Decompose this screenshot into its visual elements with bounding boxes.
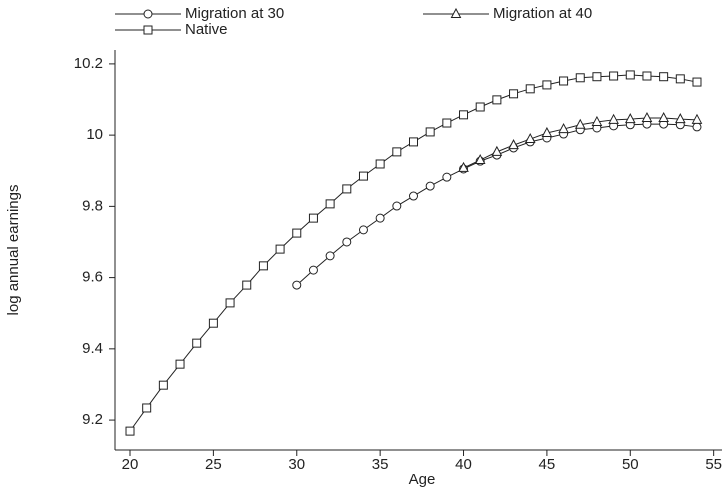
data-point — [458, 161, 469, 172]
data-point — [624, 113, 636, 124]
data-point — [275, 244, 285, 254]
x-tick-label: 25 — [205, 456, 222, 473]
x-tick-label: 40 — [455, 456, 472, 473]
data-point — [508, 139, 519, 150]
y-axis-title: log annual earnings — [5, 185, 22, 316]
data-point — [642, 71, 652, 81]
data-point — [258, 261, 268, 271]
data-point — [542, 80, 552, 90]
data-point — [592, 72, 602, 82]
data-point — [408, 137, 418, 147]
data-point — [425, 181, 435, 191]
data-point — [208, 318, 218, 328]
data-point — [325, 251, 335, 261]
data-point — [658, 111, 669, 123]
x-tick-label: 20 — [122, 456, 139, 473]
data-point — [292, 228, 302, 238]
data-point — [625, 70, 635, 80]
data-point — [559, 76, 569, 86]
data-point — [308, 265, 318, 275]
data-point — [358, 171, 368, 181]
y-tick-label: 9.4 — [82, 340, 103, 357]
y-tick-label: 10 — [86, 126, 103, 143]
data-point — [509, 89, 519, 99]
data-point — [375, 213, 385, 223]
data-point — [692, 77, 702, 87]
data-point — [442, 118, 452, 128]
data-point — [225, 298, 235, 308]
data-point — [591, 115, 603, 126]
data-point — [491, 145, 503, 156]
x-tick-label: 50 — [622, 456, 639, 473]
data-point — [358, 225, 368, 235]
y-tick-label: 9.2 — [82, 411, 103, 428]
data-point — [675, 74, 685, 84]
data-point — [142, 403, 152, 413]
x-axis-title: Age — [409, 471, 436, 488]
data-point — [308, 213, 318, 223]
data-point — [342, 237, 352, 247]
data-point — [408, 191, 418, 201]
data-point — [158, 380, 168, 390]
data-point — [608, 113, 619, 124]
data-point — [175, 359, 185, 369]
y-tick-label: 9.6 — [82, 269, 103, 286]
data-point — [375, 159, 385, 169]
data-point — [525, 84, 535, 94]
data-point — [541, 126, 553, 137]
data-point — [192, 338, 202, 348]
data-point — [524, 132, 536, 144]
data-point — [325, 199, 335, 209]
x-tick-label: 35 — [372, 456, 389, 473]
legend-label: Migration at 30 — [185, 5, 284, 22]
legend-label: Native — [185, 21, 228, 38]
legend-label: Migration at 40 — [493, 5, 592, 22]
data-point — [442, 172, 452, 182]
data-point — [574, 118, 586, 129]
data-point — [242, 280, 252, 290]
x-tick-label: 30 — [288, 456, 305, 473]
data-point — [475, 102, 485, 112]
data-point — [392, 147, 402, 157]
data-point — [691, 113, 703, 124]
data-point — [342, 184, 352, 194]
data-point — [609, 71, 619, 81]
data-point — [474, 153, 486, 165]
data-point — [459, 110, 469, 120]
y-tick-label: 9.8 — [82, 197, 103, 214]
y-tick-label: 10.2 — [74, 55, 103, 72]
data-point — [425, 127, 435, 137]
legend-marker — [143, 9, 153, 19]
legend-marker — [143, 25, 153, 35]
data-point — [659, 72, 669, 82]
x-tick-label: 45 — [539, 456, 556, 473]
data-point — [392, 201, 402, 211]
data-point — [641, 111, 653, 123]
legend-marker — [450, 7, 462, 18]
data-point — [692, 122, 702, 132]
data-point — [575, 73, 585, 83]
data-point — [292, 280, 302, 290]
x-tick-label: 55 — [705, 456, 722, 473]
data-point — [492, 95, 502, 105]
data-point — [125, 426, 135, 436]
data-point — [558, 123, 569, 134]
data-point — [674, 113, 686, 124]
